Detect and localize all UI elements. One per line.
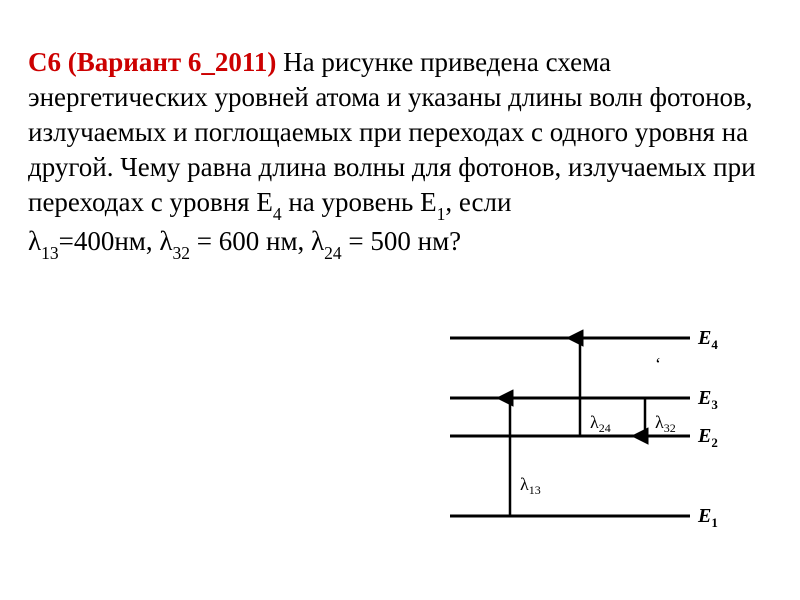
artifact-dot: ‘ (655, 354, 661, 374)
arrow-a32-label: λ32 (655, 412, 676, 435)
level-e1-label: E1 (697, 505, 718, 530)
level-e4-label: E4 (697, 327, 718, 352)
lambda32-val: = 600 нм, λ (190, 226, 324, 256)
lambda32-sub: 32 (172, 243, 190, 263)
problem-label: С6 (Вариант 6_2011) (28, 47, 276, 77)
arrow-a13-label: λ13 (520, 474, 541, 497)
problem-statement: С6 (Вариант 6_2011) На рисунке приведена… (28, 45, 772, 262)
lambda13-sym: λ (28, 226, 41, 256)
arrow-a24-label: λ24 (590, 412, 611, 435)
problem-body-2: на уровень Е (282, 187, 437, 217)
lambda13-sub: 13 (41, 243, 59, 263)
lambda24-sub: 24 (324, 243, 342, 263)
problem-body-3: , если (445, 187, 511, 217)
level-e2-label: E2 (697, 425, 718, 450)
level-e3-label: E3 (697, 387, 718, 412)
energy-level-diagram: E4 E3 E2 E1 λ13 λ24 λ32 ‘ (440, 320, 740, 530)
lambda24-val: = 500 нм? (342, 226, 462, 256)
sub-e1: 1 (437, 204, 446, 224)
sub-e4: 4 (273, 204, 282, 224)
lambda13-val: =400нм, λ (59, 226, 173, 256)
